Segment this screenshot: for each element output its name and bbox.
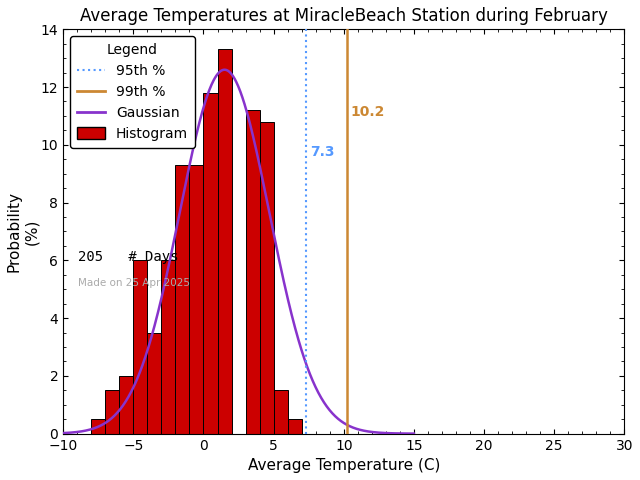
Bar [260, 122, 274, 433]
Bar [119, 376, 133, 433]
Text: 205   # Days: 205 # Days [78, 250, 179, 264]
Bar [189, 165, 204, 433]
Bar [133, 260, 147, 433]
Bar [106, 390, 119, 433]
Bar [274, 390, 287, 433]
Bar [147, 333, 161, 433]
Title: Average Temperatures at MiracleBeach Station during February: Average Temperatures at MiracleBeach Sta… [80, 7, 608, 25]
Bar [175, 165, 189, 433]
Text: Made on 25 Apr 2025: Made on 25 Apr 2025 [78, 278, 190, 288]
Bar [246, 110, 260, 433]
Text: 7.3: 7.3 [310, 145, 335, 159]
Bar [218, 49, 232, 433]
Bar [204, 93, 218, 433]
Bar [92, 419, 106, 433]
Y-axis label: Probability
(%): Probability (%) [7, 191, 39, 272]
Legend: 95th %, 99th %, Gaussian, Histogram: 95th %, 99th %, Gaussian, Histogram [70, 36, 195, 148]
X-axis label: Average Temperature (C): Average Temperature (C) [248, 458, 440, 473]
Bar [161, 260, 175, 433]
Bar [287, 419, 301, 433]
Text: 10.2: 10.2 [351, 105, 385, 119]
